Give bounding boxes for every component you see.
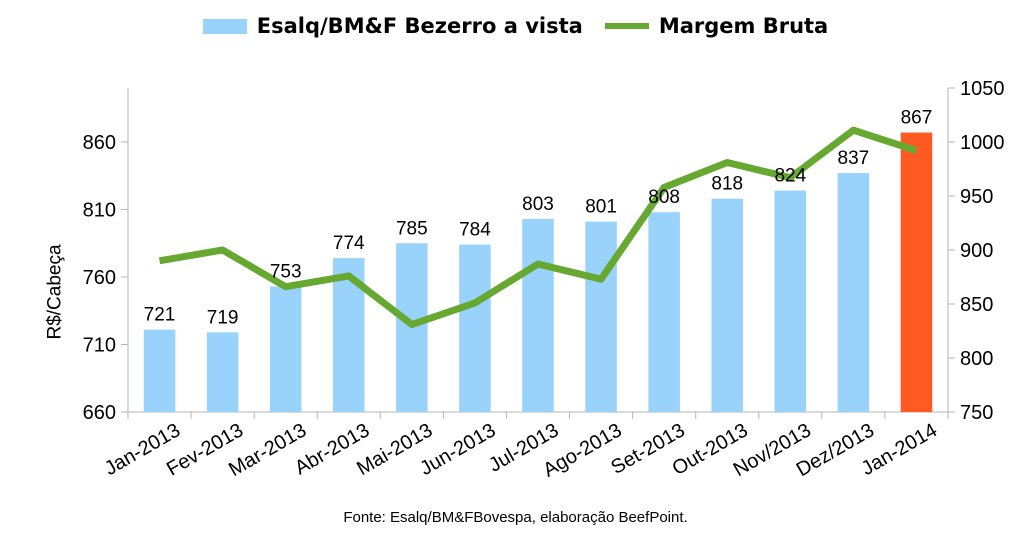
- bar-data-label: 803: [522, 194, 554, 215]
- legend: Esalq/BM&F Bezerro a vista Margem Bruta: [0, 14, 1031, 38]
- bar: [459, 244, 491, 412]
- y-tick-label-left: 760: [83, 267, 116, 289]
- legend-swatch-line: [604, 23, 649, 29]
- bar-data-label: 818: [711, 174, 743, 195]
- bar: [522, 218, 554, 412]
- y-tick-label-right: 900: [960, 240, 993, 262]
- bar-data-label: 801: [585, 197, 617, 218]
- bar: [206, 332, 239, 412]
- bar: [648, 212, 680, 412]
- bar-data-label: 824: [774, 166, 806, 187]
- bar-data-label: 784: [459, 220, 491, 241]
- bar: [900, 132, 933, 413]
- y-tick-label-right: 950: [960, 186, 993, 208]
- source-note: Fonte: Esalq/BM&FBovespa, elaboração Bee…: [343, 509, 688, 526]
- y-tick-label-left: 810: [83, 200, 116, 222]
- y-tick-label-right: 850: [960, 294, 993, 316]
- bar: [774, 190, 807, 412]
- legend-label-margem: Margem Bruta: [658, 14, 829, 38]
- bar: [711, 198, 743, 412]
- bar: [585, 221, 617, 412]
- y-tick-label-right: 750: [960, 402, 993, 424]
- bar-data-label: 867: [901, 108, 933, 129]
- bar-data-label: 837: [838, 148, 870, 169]
- bar-data-label: 753: [270, 261, 302, 282]
- legend-label-bezerro: Esalq/BM&F Bezerro a vista: [256, 14, 583, 38]
- y-tick-label-right: 1000: [960, 132, 1005, 154]
- y-tick-label-left: 710: [83, 335, 116, 357]
- bar-data-label: 785: [396, 218, 428, 239]
- legend-swatch-bar: [202, 18, 247, 34]
- y-tick-label-left: 860: [83, 132, 116, 154]
- bar: [269, 286, 302, 412]
- y-axis-label: R$/Cabeça: [44, 244, 66, 340]
- y-tick-label-left: 660: [83, 402, 116, 424]
- legend-item-bezerro: Esalq/BM&F Bezerro a vista: [202, 14, 583, 38]
- bar-data-label: 719: [207, 307, 239, 328]
- bar-data-label: 808: [648, 187, 680, 208]
- bar: [143, 329, 176, 412]
- y-tick-label-right: 800: [960, 348, 993, 370]
- legend-item-margem: Margem Bruta: [604, 14, 829, 38]
- bar-data-label: 721: [144, 305, 176, 326]
- bar: [837, 173, 870, 412]
- bar-data-label: 774: [333, 233, 365, 254]
- y-tick-label-right: 1050: [960, 78, 1005, 100]
